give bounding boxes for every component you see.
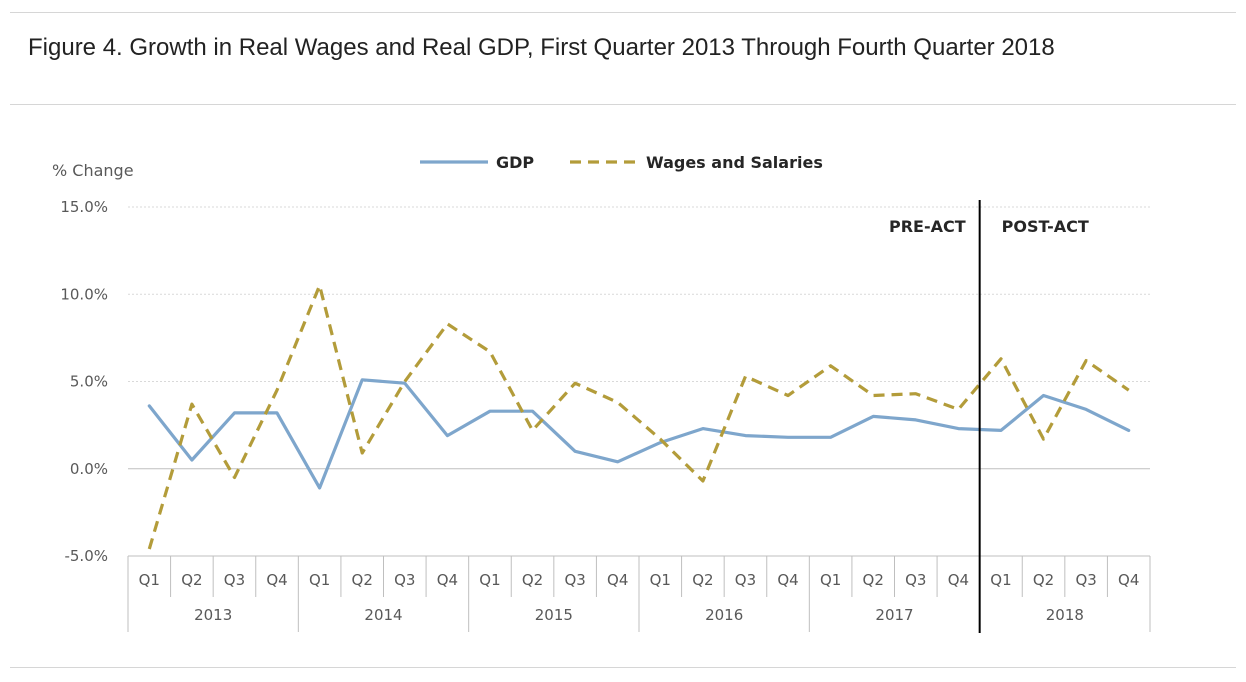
x-tick-label: Q2	[692, 571, 713, 589]
top-rule	[10, 12, 1236, 13]
x-tick-label: Q1	[309, 571, 330, 589]
x-tick-label: Q1	[479, 571, 500, 589]
x-tick-label: Q1	[139, 571, 160, 589]
x-year-label: 2018	[1046, 606, 1084, 624]
x-tick-label: Q2	[863, 571, 884, 589]
legend-wages-label: Wages and Salaries	[646, 153, 823, 172]
y-tick-label: 5.0%	[70, 373, 108, 391]
x-tick-label: Q3	[564, 571, 585, 589]
x-tick-label: Q1	[820, 571, 841, 589]
x-tick-label: Q4	[437, 571, 458, 589]
legend: GDP Wages and Salaries	[420, 153, 823, 172]
x-tick-label: Q3	[224, 571, 245, 589]
x-tick-label: Q4	[1118, 571, 1139, 589]
post-act-label: POST-ACT	[1002, 217, 1089, 236]
x-year-label: 2013	[194, 606, 232, 624]
x-tick-label: Q3	[394, 571, 415, 589]
x-year-label: 2014	[364, 606, 402, 624]
x-tick-label: Q1	[990, 571, 1011, 589]
x-tick-label: Q2	[352, 571, 373, 589]
x-tick-label: Q3	[735, 571, 756, 589]
x-tick-label: Q2	[522, 571, 543, 589]
legend-gdp-label: GDP	[496, 153, 534, 172]
x-tick-label: Q4	[266, 571, 287, 589]
x-year-label: 2016	[705, 606, 743, 624]
y-tick-label: 10.0%	[60, 285, 108, 303]
series-lines	[147, 283, 1131, 550]
x-axis: Q1 Q2 Q3 Q4 Q1 Q2 Q3 Q4 Q1 Q2 Q3 Q4 Q1 Q2 Q3 Q4 Q1 Q2 Q3 Q4…	[127, 555, 1151, 632]
x-tick-label: Q4	[607, 571, 628, 589]
y-tick-label: -5.0%	[64, 547, 108, 565]
x-tick-label: Q2	[1033, 571, 1054, 589]
x-tick-label: Q1	[650, 571, 671, 589]
x-tick-label: Q3	[905, 571, 926, 589]
x-tick-label: Q4	[948, 571, 969, 589]
x-year-label: 2017	[875, 606, 913, 624]
x-tick-label: Q2	[181, 571, 202, 589]
wages-line	[147, 283, 1130, 550]
title-rule	[10, 104, 1236, 105]
y-axis-title: % Change	[52, 161, 134, 180]
y-axis: -5.0% 0.0% 5.0% 10.0% 15.0%	[60, 198, 108, 565]
x-tick-label: Q3	[1075, 571, 1096, 589]
bottom-rule	[10, 667, 1236, 668]
x-tick-label: Q4	[777, 571, 798, 589]
gdp-line	[147, 378, 1131, 490]
y-tick-label: 0.0%	[70, 460, 108, 478]
x-year-label: 2015	[535, 606, 573, 624]
y-tick-label: 15.0%	[60, 198, 108, 216]
pre-act-label: PRE-ACT	[889, 217, 966, 236]
figure-title: Figure 4. Growth in Real Wages and Real …	[28, 34, 1055, 61]
